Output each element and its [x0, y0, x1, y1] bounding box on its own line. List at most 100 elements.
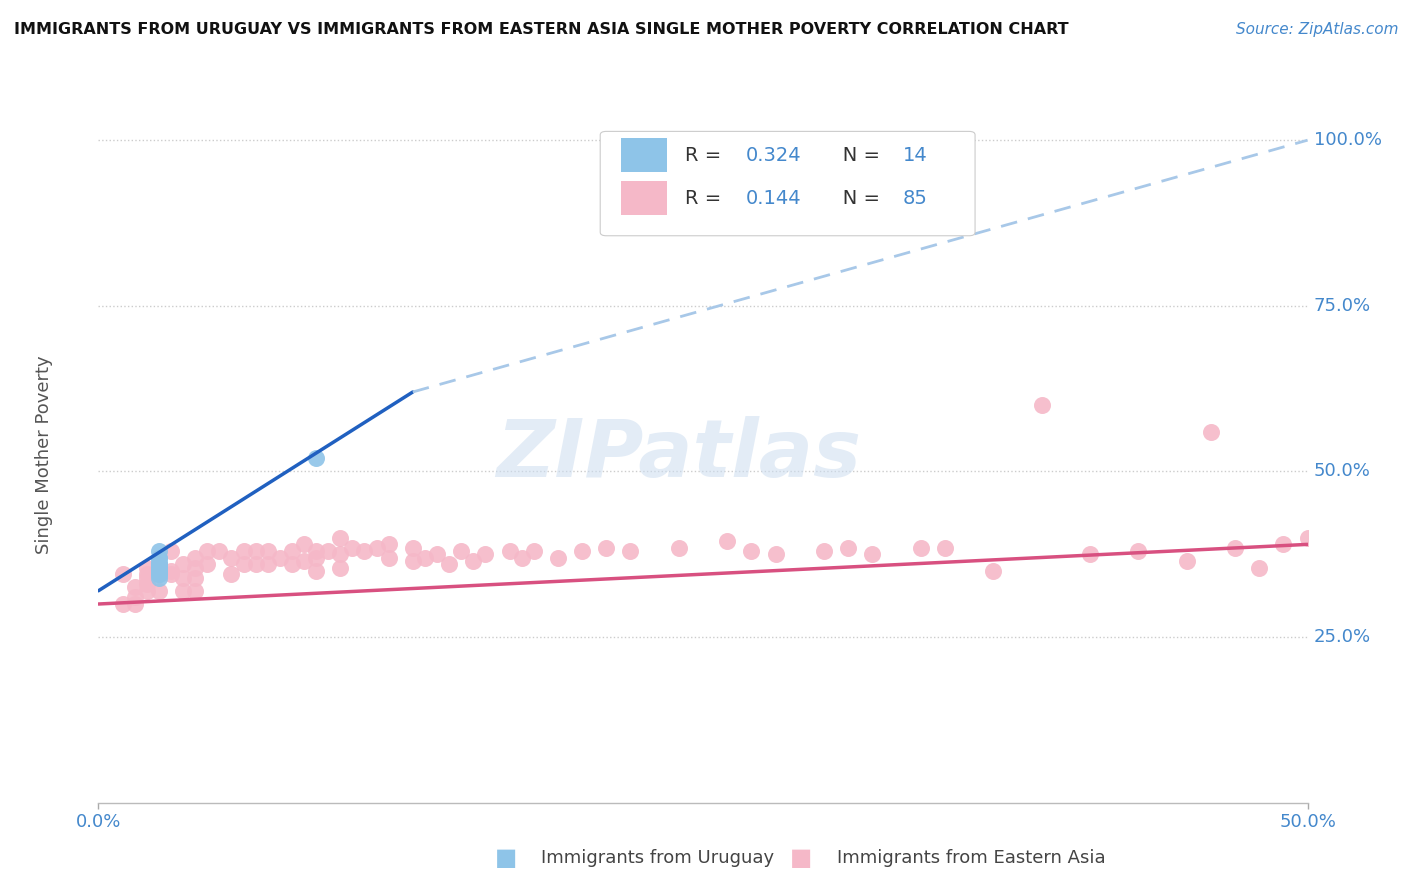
- Point: [195, 544, 218, 558]
- Point: [910, 541, 932, 555]
- Text: N =: N =: [824, 145, 886, 165]
- Point: [135, 567, 157, 582]
- Point: [837, 541, 859, 555]
- Text: ZIPatlas: ZIPatlas: [496, 416, 862, 494]
- Point: [232, 544, 254, 558]
- Point: [437, 558, 460, 572]
- Point: [1199, 425, 1222, 439]
- Point: [281, 544, 304, 558]
- Text: 25.0%: 25.0%: [1313, 628, 1371, 646]
- Point: [366, 541, 388, 555]
- Point: [463, 554, 485, 568]
- Text: 85: 85: [903, 188, 928, 208]
- Point: [1296, 531, 1319, 545]
- Point: [148, 560, 170, 574]
- Text: Immigrants from Eastern Asia: Immigrants from Eastern Asia: [837, 849, 1105, 867]
- Point: [523, 544, 546, 558]
- Point: [595, 541, 617, 555]
- Point: [148, 558, 170, 572]
- Point: [232, 558, 254, 572]
- Point: [1031, 398, 1053, 412]
- Text: ■: ■: [790, 847, 813, 870]
- Text: 0.144: 0.144: [745, 188, 801, 208]
- Point: [305, 550, 328, 565]
- Point: [619, 544, 641, 558]
- Point: [184, 550, 207, 565]
- Point: [316, 544, 339, 558]
- Point: [342, 541, 364, 555]
- Point: [148, 564, 170, 578]
- Point: [135, 570, 157, 584]
- Text: 0.324: 0.324: [745, 145, 801, 165]
- Text: 50.0%: 50.0%: [1313, 462, 1371, 481]
- Point: [148, 567, 170, 582]
- FancyBboxPatch shape: [621, 181, 666, 215]
- Text: Single Mother Poverty: Single Mother Poverty: [35, 356, 53, 554]
- Point: [245, 544, 267, 558]
- Point: [124, 581, 146, 595]
- Point: [305, 544, 328, 558]
- Point: [292, 554, 315, 568]
- Point: [571, 544, 593, 558]
- Point: [172, 558, 194, 572]
- Point: [135, 577, 157, 591]
- Point: [148, 570, 170, 584]
- Point: [148, 558, 170, 572]
- Point: [305, 564, 328, 578]
- Point: [160, 567, 183, 582]
- Point: [353, 544, 375, 558]
- Point: [148, 558, 170, 572]
- Point: [256, 558, 278, 572]
- Text: N =: N =: [824, 188, 886, 208]
- Point: [329, 547, 352, 561]
- Point: [148, 558, 170, 572]
- Point: [124, 591, 146, 605]
- Point: [1128, 544, 1150, 558]
- Point: [402, 554, 425, 568]
- Point: [1272, 537, 1295, 551]
- Point: [148, 544, 170, 558]
- Point: [111, 597, 134, 611]
- Point: [172, 583, 194, 598]
- Point: [450, 544, 472, 558]
- Point: [148, 567, 170, 582]
- Text: 14: 14: [903, 145, 928, 165]
- Point: [135, 583, 157, 598]
- Point: [377, 537, 399, 551]
- Point: [124, 597, 146, 611]
- Point: [148, 564, 170, 578]
- Point: [135, 560, 157, 574]
- Text: 75.0%: 75.0%: [1313, 297, 1371, 315]
- Point: [160, 544, 183, 558]
- Point: [547, 550, 569, 565]
- Point: [160, 564, 183, 578]
- FancyBboxPatch shape: [621, 138, 666, 172]
- Point: [208, 544, 231, 558]
- Point: [305, 451, 328, 466]
- Point: [148, 583, 170, 598]
- Point: [256, 544, 278, 558]
- Text: R =: R =: [685, 188, 727, 208]
- Point: [716, 534, 738, 549]
- Point: [111, 567, 134, 582]
- Point: [981, 564, 1004, 578]
- Point: [377, 550, 399, 565]
- Point: [934, 541, 956, 555]
- Text: R =: R =: [685, 145, 727, 165]
- Point: [245, 558, 267, 572]
- Point: [148, 550, 170, 565]
- Point: [1223, 541, 1246, 555]
- Point: [413, 550, 436, 565]
- Point: [221, 567, 243, 582]
- Point: [765, 547, 787, 561]
- Point: [860, 547, 883, 561]
- FancyBboxPatch shape: [600, 131, 976, 235]
- Point: [281, 558, 304, 572]
- Text: 100.0%: 100.0%: [1313, 131, 1382, 149]
- Point: [402, 541, 425, 555]
- Point: [184, 583, 207, 598]
- Point: [148, 550, 170, 565]
- Text: Immigrants from Uruguay: Immigrants from Uruguay: [541, 849, 775, 867]
- Point: [426, 547, 449, 561]
- Text: ■: ■: [495, 847, 517, 870]
